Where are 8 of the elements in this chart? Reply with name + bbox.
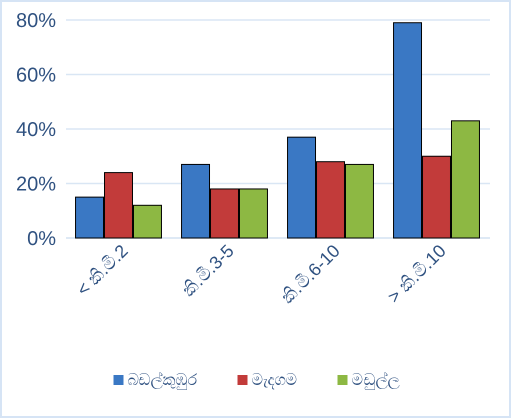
- legend-label: බඩල්කුඹුර: [128, 371, 198, 390]
- y-tick-label: 60%: [16, 64, 56, 86]
- y-tick-label: 0%: [27, 228, 56, 250]
- y-tick-label: 20%: [16, 174, 56, 196]
- y-tick-label: 80%: [16, 10, 56, 32]
- legend-label: මඩුල්ල: [352, 371, 400, 390]
- y-tick-label: 40%: [16, 119, 56, 141]
- legend-label: මැදගම: [252, 372, 298, 389]
